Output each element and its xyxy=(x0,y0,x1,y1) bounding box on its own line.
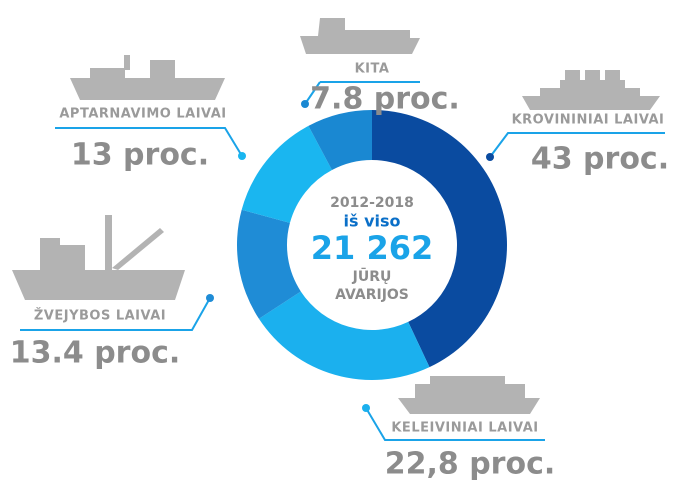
ship-icon xyxy=(12,215,185,300)
connectors xyxy=(20,81,665,441)
ship-icon xyxy=(300,18,420,54)
donut-segment xyxy=(372,110,507,368)
ship-icon xyxy=(398,376,540,414)
value-label: 43 proc. xyxy=(531,142,669,177)
center-label: JŪRŲ xyxy=(352,267,392,285)
center-label: AVARIJOS xyxy=(335,287,409,303)
center-sub: iš viso xyxy=(343,212,400,231)
center-years: 2012-2018 xyxy=(330,195,414,211)
category-label: KROVININIAI LAIVAI xyxy=(512,113,665,128)
ship-icon xyxy=(522,70,660,110)
donut-segment xyxy=(258,291,430,380)
donut-segment xyxy=(241,125,332,223)
ship-icon xyxy=(70,55,225,100)
category-label: KELEIVINIAI LAIVAI xyxy=(391,421,538,436)
category-label: APTARNAVIMO LAIVAI xyxy=(59,107,226,122)
value-label: 13.4 proc. xyxy=(10,336,181,371)
value-label: 13 proc. xyxy=(71,138,209,173)
category-label: KITA xyxy=(355,62,390,77)
value-label: 22,8 proc. xyxy=(385,447,556,482)
donut-segment xyxy=(308,110,372,171)
center-total: 21 262 xyxy=(311,229,433,267)
value-label: 7.8 proc. xyxy=(310,82,460,117)
donut-segment xyxy=(236,209,301,319)
category-label: ŽVEJYBOS LAIVAI xyxy=(34,308,166,324)
